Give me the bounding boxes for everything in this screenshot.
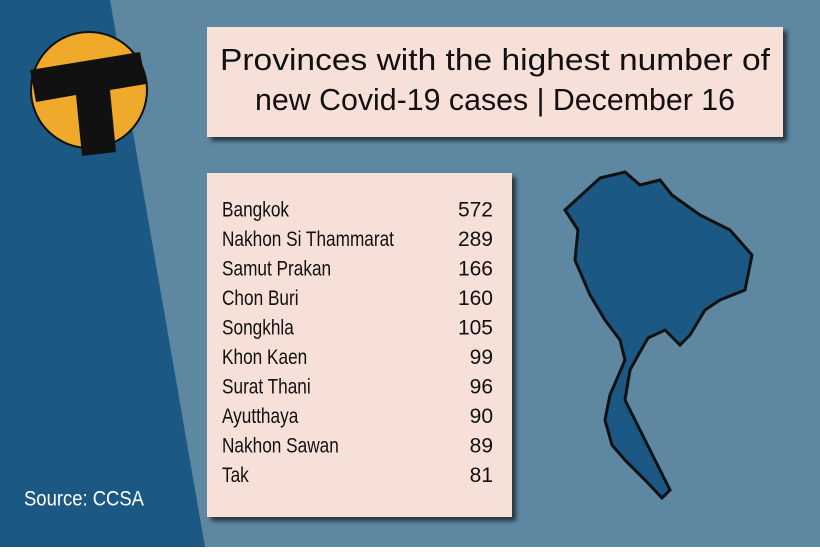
- case-count: 90: [470, 405, 493, 428]
- case-count: 289: [458, 228, 493, 251]
- province-name: Bangkok: [222, 199, 289, 222]
- province-name: Surat Thani: [222, 376, 311, 399]
- case-count: 166: [458, 258, 493, 281]
- table-box: [207, 173, 512, 517]
- province-name: Songkhla: [222, 317, 294, 340]
- thailand-map: [563, 170, 754, 501]
- province-name: Nakhon Si Thammarat: [222, 228, 394, 251]
- case-count: 572: [458, 199, 493, 222]
- case-count: 99: [470, 346, 493, 369]
- title-line: Provinces with the highest number of: [220, 42, 770, 77]
- case-count: 105: [458, 317, 493, 340]
- province-name: Tak: [222, 464, 249, 487]
- province-name: Nakhon Sawan: [222, 435, 339, 458]
- title-line: new Covid-19 cases | December 16: [255, 82, 735, 117]
- title-box: [207, 27, 783, 137]
- province-name: Chon Buri: [222, 287, 299, 310]
- case-count: 89: [470, 435, 493, 458]
- source: Source: CCSA: [24, 488, 144, 511]
- logo: [30, 31, 148, 156]
- province-name: Samut Prakan: [222, 258, 331, 281]
- province-name: Khon Kaen: [222, 346, 307, 369]
- case-count: 96: [470, 376, 493, 399]
- case-count: 81: [470, 464, 493, 487]
- table: Bangkok 572 Nakhon Si Thammarat 289 Samut Pr…: [222, 199, 493, 488]
- province-name: Ayutthaya: [222, 405, 299, 428]
- left-band: [0, 0, 205, 547]
- case-count: 160: [458, 287, 493, 310]
